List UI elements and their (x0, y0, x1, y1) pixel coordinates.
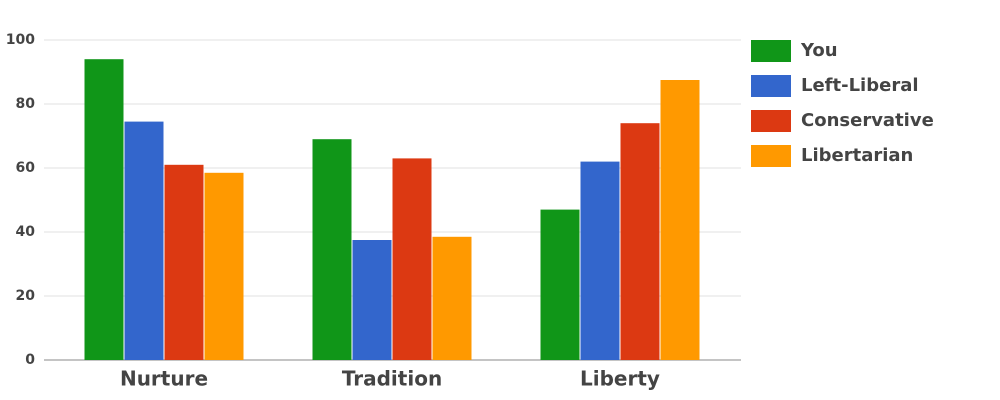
legend-label: Conservative (801, 110, 934, 131)
legend-label: Libertarian (801, 145, 913, 166)
bar (164, 164, 204, 360)
x-tick-label: Liberty (580, 367, 660, 391)
bar (540, 209, 580, 360)
y-tick-label: 60 (16, 160, 36, 176)
bar (84, 59, 124, 360)
legend-label: You (800, 40, 838, 61)
y-tick-label: 0 (25, 352, 35, 368)
y-tick-label: 20 (16, 288, 36, 304)
bar (660, 80, 700, 360)
bar (432, 236, 472, 360)
legend-label: Left-Liberal (801, 75, 919, 96)
bar (124, 121, 164, 360)
y-tick-label: 80 (16, 96, 36, 112)
bar (352, 240, 392, 360)
bar (312, 139, 352, 360)
bar (580, 161, 620, 360)
y-tick-label: 100 (6, 32, 35, 48)
bar (204, 172, 244, 360)
y-tick-label: 40 (16, 224, 36, 240)
legend-swatch (751, 110, 791, 132)
legend-swatch (751, 145, 791, 167)
legend-swatch (751, 75, 791, 97)
bar (620, 123, 660, 360)
x-tick-label: Tradition (342, 367, 442, 391)
x-tick-label: Nurture (120, 367, 208, 391)
legend-swatch (751, 40, 791, 62)
bar (392, 158, 432, 360)
